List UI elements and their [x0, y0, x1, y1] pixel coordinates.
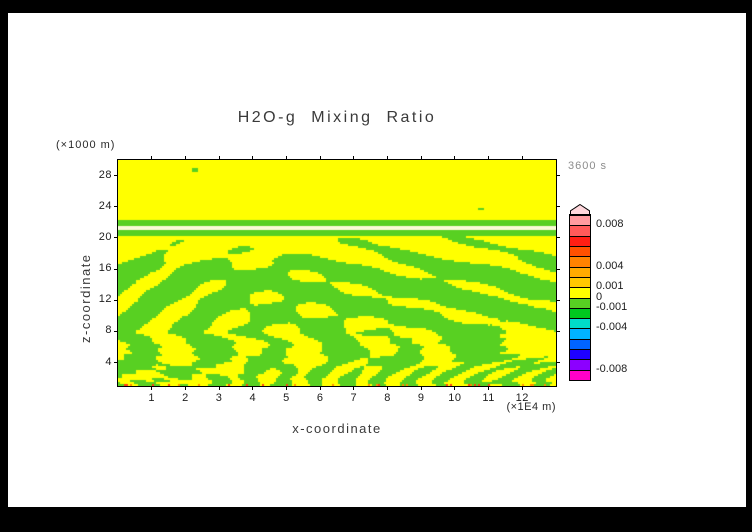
z-tick-mark-right [556, 299, 560, 301]
x-tick-label: 1 [148, 392, 155, 404]
x-tick-mark-top [252, 156, 254, 160]
x-tick-mark [252, 386, 254, 390]
colorbar-label: -0.008 [596, 362, 628, 375]
z-tick-label: 24 [98, 199, 112, 212]
colorbar-segment [570, 297, 590, 308]
x-tick-mark-top [184, 156, 186, 160]
x-tick-mark [353, 386, 355, 390]
x-tick-mark [521, 386, 523, 390]
x-tick-mark-top [454, 156, 456, 160]
x-tick-mark [454, 386, 456, 390]
x-tick-label: 10 [448, 392, 462, 404]
x-tick-label: 11 [482, 392, 495, 404]
x-tick-mark-top [319, 156, 321, 160]
colorbar-segment [570, 245, 590, 257]
z-tick-mark [114, 206, 118, 208]
colorbar-segment [570, 369, 590, 380]
timestamp-label: 3600 s [568, 160, 608, 172]
x-tick-mark [151, 386, 153, 390]
colorbar-segment [570, 328, 590, 339]
x-tick-mark-top [285, 156, 287, 160]
x-tick-label: 6 [316, 392, 324, 404]
colorbar-segment [570, 359, 590, 370]
z-tick-label: 20 [98, 230, 112, 243]
x-tick-mark [319, 386, 321, 390]
x-axis-unit-label: (×1E4 m) [506, 401, 556, 413]
x-tick-label: 4 [249, 392, 257, 404]
z-tick-mark-right [556, 330, 560, 332]
z-tick-mark-right [556, 175, 560, 177]
plot-title: H2O-g Mixing Ratio [237, 109, 437, 126]
colorbar-segment [570, 318, 590, 329]
z-tick-label: 4 [105, 355, 112, 368]
colorbar-label: 0 [596, 290, 603, 303]
z-tick-mark-right [556, 237, 560, 239]
figure-frame: H2O-g Mixing Ratio (×1000 m) 3600 s z-co… [8, 13, 746, 507]
x-tick-mark-top [488, 156, 490, 160]
colorbar-segment [570, 256, 590, 267]
plot-area [117, 159, 557, 387]
colorbar-segment [570, 338, 590, 350]
x-tick-mark-top [521, 156, 523, 160]
z-tick-label: 8 [105, 324, 112, 337]
x-axis-label: x-coordinate [292, 421, 382, 436]
x-tick-mark [184, 386, 186, 390]
x-tick-label: 9 [417, 392, 425, 404]
colorbar-arrow-shape [570, 204, 590, 215]
x-tick-label: 3 [215, 392, 223, 404]
x-tick-mark-top [151, 156, 153, 160]
z-tick-mark [114, 299, 118, 301]
x-tick-label: 8 [384, 392, 391, 404]
colorbar-segment [570, 349, 590, 360]
colorbar-segment [570, 225, 590, 236]
z-tick-label: 12 [98, 293, 112, 306]
z-tick-mark [114, 330, 118, 332]
colorbar-label: 0.001 [596, 280, 624, 293]
x-tick-label: 5 [283, 392, 290, 404]
x-tick-label: 2 [182, 392, 189, 404]
z-tick-mark-right [556, 362, 560, 364]
x-tick-mark [285, 386, 287, 390]
colorbar-label: 0.004 [596, 259, 624, 272]
x-tick-mark-top [218, 156, 220, 160]
x-tick-mark [420, 386, 422, 390]
colorbar-segment [570, 215, 590, 226]
x-tick-mark [488, 386, 490, 390]
x-tick-mark-top [387, 156, 389, 160]
x-tick-label: 7 [350, 392, 358, 404]
x-tick-mark [387, 386, 389, 390]
x-tick-label: 12 [515, 392, 529, 404]
x-tick-mark-top [353, 156, 355, 160]
z-tick-label: 28 [98, 168, 112, 181]
colorbar-label: 0.008 [596, 218, 624, 231]
x-tick-mark [218, 386, 220, 390]
colorbar-arrow-icon [570, 204, 590, 215]
colorbar [569, 214, 591, 381]
x-tick-mark-top [420, 156, 422, 160]
colorbar-label: -0.004 [596, 321, 628, 334]
colorbar-segment [570, 276, 590, 288]
z-tick-mark [114, 237, 118, 239]
z-tick-label: 16 [98, 262, 112, 275]
colorbar-label: -0.001 [596, 300, 628, 313]
z-tick-mark [114, 268, 118, 270]
z-tick-mark-right [556, 206, 560, 208]
y-axis-unit-label: (×1000 m) [56, 139, 116, 151]
colorbar-segment [570, 307, 590, 319]
colorbar-segment [570, 287, 590, 298]
colorbar-segment [570, 235, 590, 246]
field-canvas [118, 160, 556, 386]
z-tick-mark [114, 362, 118, 364]
colorbar-segment [570, 266, 590, 277]
z-tick-mark-right [556, 268, 560, 270]
z-tick-mark [114, 175, 118, 177]
